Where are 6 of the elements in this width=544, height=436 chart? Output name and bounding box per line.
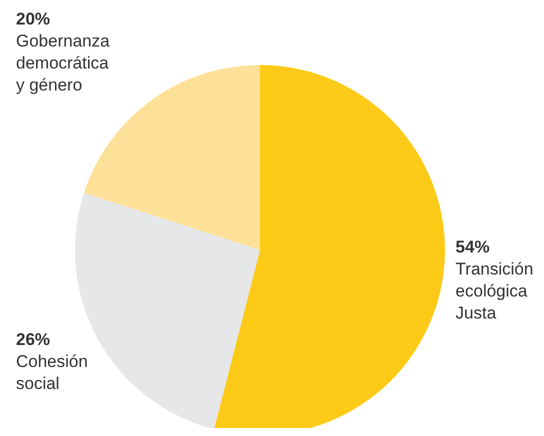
slice-label: Cohesión social bbox=[16, 352, 88, 394]
data-label: 54% bbox=[456, 238, 490, 257]
slice-label: Transición ecológica Justa bbox=[456, 260, 534, 323]
slice-label: Gobernanza democrática y género bbox=[16, 32, 110, 95]
data-label: 26% bbox=[16, 330, 50, 350]
data-label: 20% bbox=[16, 10, 50, 29]
